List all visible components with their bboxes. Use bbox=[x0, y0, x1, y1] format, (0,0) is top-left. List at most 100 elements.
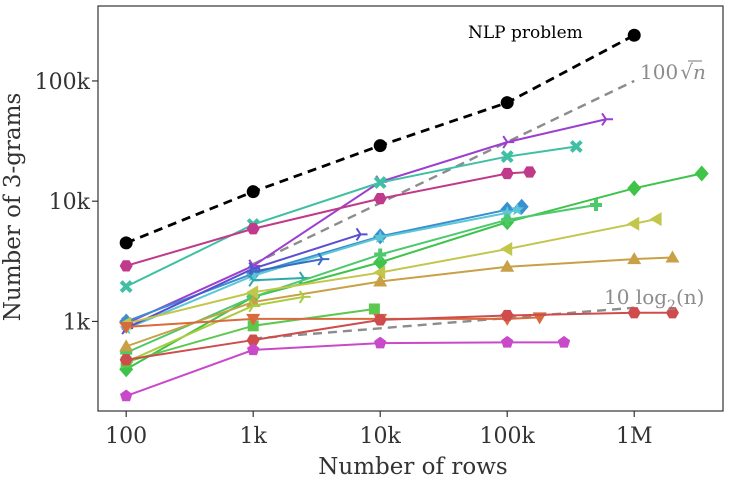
data-point bbox=[374, 248, 387, 261]
data-point bbox=[627, 28, 641, 42]
series-8 bbox=[248, 271, 311, 287]
series-line bbox=[125, 295, 304, 363]
data-point bbox=[569, 140, 583, 153]
y-tick-label: 1k bbox=[63, 310, 91, 335]
data-point bbox=[502, 135, 515, 149]
data-point bbox=[119, 354, 133, 366]
data-point bbox=[627, 307, 641, 319]
series-10 bbox=[120, 198, 602, 359]
series-7 bbox=[248, 252, 330, 279]
y-tick-label: 10k bbox=[49, 190, 91, 215]
data-point bbox=[627, 216, 640, 231]
data-point bbox=[601, 112, 614, 126]
x-tick-label: 100k bbox=[480, 424, 536, 449]
series-9 bbox=[119, 165, 709, 378]
y-tick-label: 100k bbox=[35, 70, 91, 95]
data-point bbox=[523, 166, 537, 178]
data-point bbox=[373, 314, 387, 326]
series-3 bbox=[119, 166, 537, 272]
data-point bbox=[246, 334, 260, 346]
series-layer bbox=[119, 112, 709, 402]
data-point bbox=[627, 180, 642, 197]
series-1 bbox=[121, 112, 614, 331]
data-point bbox=[510, 202, 524, 216]
data-point bbox=[694, 165, 709, 182]
data-point bbox=[119, 339, 134, 352]
data-point bbox=[665, 250, 680, 263]
data-point bbox=[246, 185, 260, 199]
y-axis-ticks: 1k 10k 100k bbox=[35, 70, 98, 335]
series-line bbox=[253, 276, 304, 282]
x-tick-label: 100 bbox=[105, 424, 147, 449]
data-point bbox=[317, 252, 330, 266]
data-point bbox=[247, 343, 260, 356]
data-point bbox=[665, 307, 679, 319]
data-point bbox=[501, 213, 514, 226]
data-point bbox=[627, 252, 642, 265]
series-line bbox=[125, 208, 518, 330]
data-point bbox=[119, 321, 134, 334]
series-line bbox=[125, 256, 673, 348]
data-point bbox=[500, 205, 514, 219]
data-point bbox=[119, 260, 133, 272]
sqrt-radical-icon: √ bbox=[680, 60, 693, 84]
reference-line-log bbox=[253, 306, 635, 340]
data-point bbox=[246, 285, 259, 300]
data-point bbox=[246, 223, 260, 235]
data-point bbox=[246, 295, 261, 308]
sqrt-annotation: 100 √n bbox=[640, 60, 706, 84]
data-point bbox=[500, 309, 514, 322]
reference-line-sqrt bbox=[252, 79, 635, 266]
data-point bbox=[557, 335, 571, 348]
data-point bbox=[373, 274, 388, 287]
data-point bbox=[373, 139, 387, 153]
series-17 bbox=[120, 335, 571, 402]
data-point bbox=[501, 335, 514, 348]
data-point bbox=[248, 299, 261, 313]
data-point bbox=[373, 230, 387, 244]
data-point bbox=[355, 227, 368, 241]
data-point bbox=[248, 273, 261, 287]
log-coef: 10 log bbox=[604, 285, 667, 309]
series-12 bbox=[119, 250, 680, 352]
data-point bbox=[500, 96, 514, 110]
data-point bbox=[374, 336, 387, 349]
data-point bbox=[649, 212, 662, 227]
series-5 bbox=[119, 202, 524, 335]
series-2 bbox=[119, 140, 583, 293]
data-point bbox=[298, 290, 311, 304]
data-point bbox=[373, 254, 388, 271]
reference-lines bbox=[119, 28, 641, 340]
plot-frame bbox=[97, 5, 724, 412]
data-point bbox=[120, 389, 133, 402]
data-point bbox=[373, 193, 387, 205]
data-point bbox=[500, 150, 514, 163]
reference-line-path bbox=[252, 79, 635, 266]
sqrt-arg: n bbox=[693, 60, 706, 84]
series-11 bbox=[119, 212, 662, 331]
data-point bbox=[589, 198, 602, 211]
log-arg: (n) bbox=[676, 285, 705, 309]
log-annotation: 10 log2(n) bbox=[604, 285, 704, 314]
x-axis-title: Number of rows bbox=[318, 454, 507, 480]
log-base: 2 bbox=[667, 298, 676, 314]
data-point bbox=[373, 176, 387, 189]
y-axis-title: Number of 3-grams bbox=[0, 93, 26, 322]
series-line bbox=[253, 258, 323, 273]
data-point bbox=[119, 236, 133, 250]
plot-area-border bbox=[97, 5, 724, 412]
data-point bbox=[246, 313, 261, 326]
data-point bbox=[500, 242, 513, 257]
x-tick-label: 1k bbox=[240, 424, 268, 449]
data-point bbox=[246, 268, 260, 282]
reference-line-nlp bbox=[119, 28, 641, 250]
nlp-annotation: NLP problem bbox=[468, 23, 583, 43]
series-line bbox=[125, 172, 702, 371]
data-point bbox=[373, 265, 386, 280]
data-point bbox=[368, 303, 380, 315]
series-16 bbox=[119, 307, 679, 366]
data-point bbox=[500, 259, 515, 272]
data-point bbox=[500, 167, 514, 180]
sqrt-coef: 100 bbox=[640, 60, 678, 84]
